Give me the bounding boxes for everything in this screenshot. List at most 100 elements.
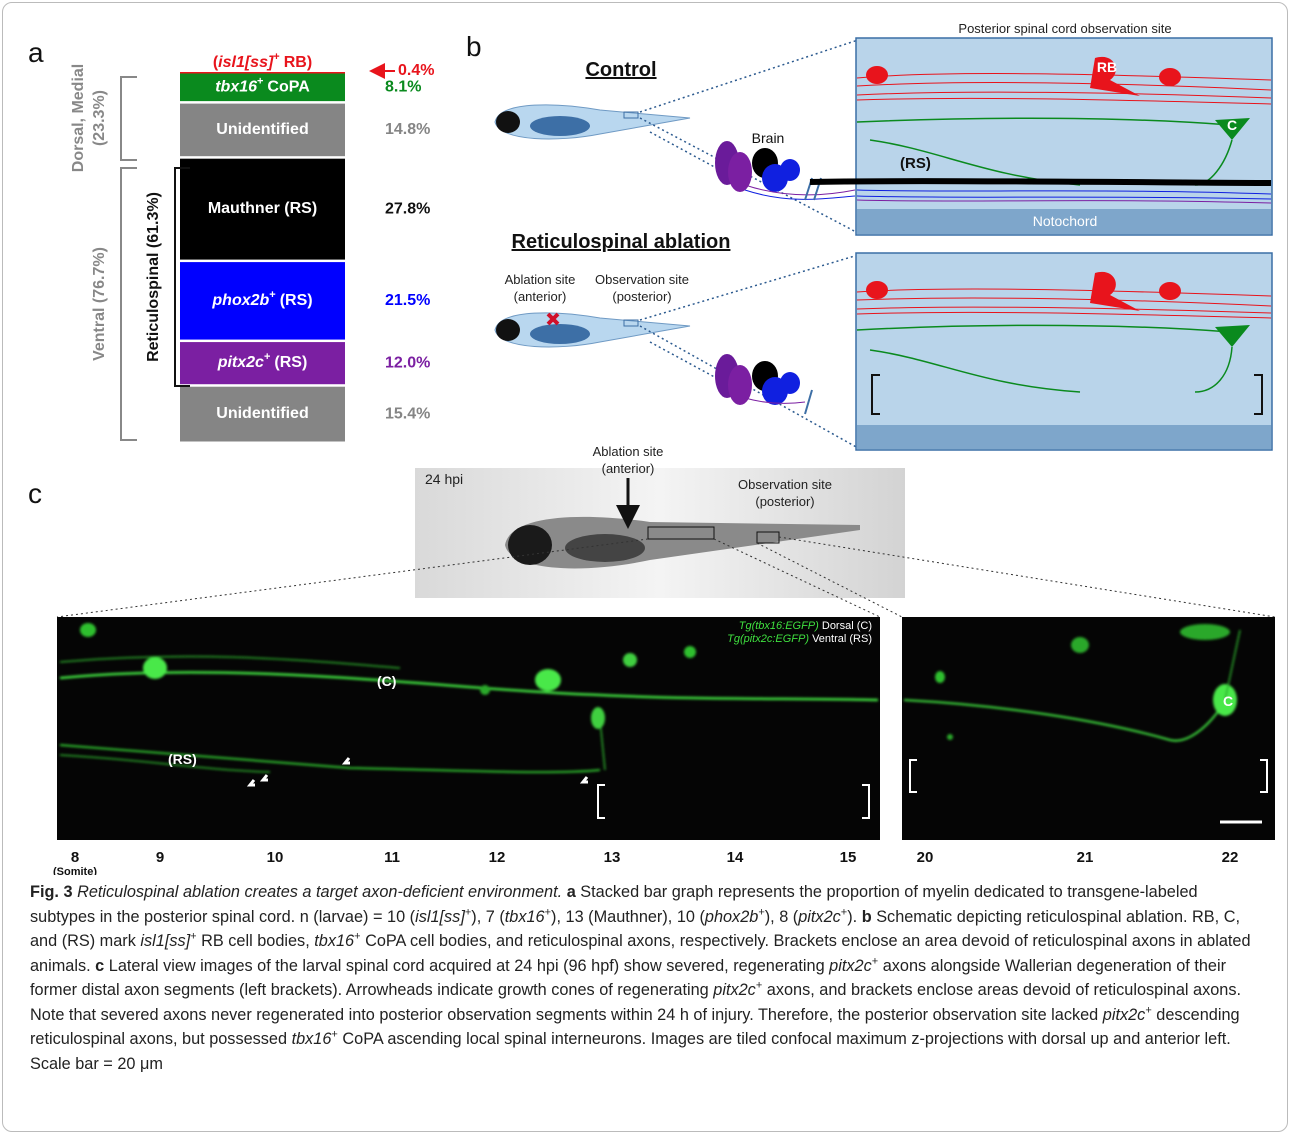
- value-label: 21.5%: [385, 292, 430, 309]
- brain-schematic: [715, 354, 812, 414]
- bracket-label: Ventral (76.7%): [91, 247, 108, 361]
- value-label: 27.8%: [385, 200, 430, 217]
- somite-label: 13: [604, 849, 621, 866]
- caption-run: RB cell bodies,: [201, 932, 310, 950]
- bracket-label: (23.3%): [91, 90, 108, 146]
- somite-label: 22: [1222, 849, 1239, 866]
- legend: Tg(pitx2c:EGFP) Ventral (RS): [727, 633, 872, 645]
- box-title: Posterior spinal cord observation site: [958, 21, 1171, 36]
- caption-sup: +: [1145, 1004, 1151, 1016]
- segment-label-part: pitx2c: [217, 354, 264, 371]
- notochord: [857, 425, 1271, 449]
- segment-label: pitx2c+ (RS): [217, 351, 308, 371]
- bar-segment: [180, 72, 345, 74]
- label: (RS): [168, 751, 197, 767]
- somite-labels: 8 9 10 11 12 13 14 15 20 21 22: [71, 849, 1239, 866]
- somite-label: 10: [267, 849, 284, 866]
- caption-run: isl1[ss]: [415, 908, 465, 926]
- caption-sup: +: [756, 980, 762, 992]
- label: (RS): [900, 155, 931, 172]
- segment-label-part: +: [269, 289, 275, 301]
- label: C: [1227, 117, 1237, 133]
- segment-label-part: +: [257, 75, 263, 87]
- zoom-line: [640, 255, 858, 320]
- segment-label: Unidentified: [216, 405, 308, 422]
- caption-run: phox2b: [705, 908, 758, 926]
- somite-label: 14: [727, 849, 744, 866]
- somite-note: (Somite): [53, 866, 97, 875]
- figure: a b c 15.4%Unidentified12.0%pitx2c+(RS)2…: [0, 0, 1292, 875]
- zoom-line: [650, 132, 720, 170]
- somite-label: 12: [489, 849, 506, 866]
- panel-letter: b: [466, 31, 482, 62]
- zoom-line: [640, 40, 858, 112]
- label: (posterior): [612, 289, 671, 304]
- confocal-image: [57, 617, 880, 840]
- caption-run: pitx2c: [798, 908, 841, 926]
- label: Notochord: [1033, 213, 1098, 229]
- segment-label-part: +: [264, 351, 270, 363]
- value-label: 15.4%: [385, 405, 430, 422]
- observation-box: [856, 38, 1272, 235]
- heading: Control: [585, 59, 656, 81]
- caption-run: tbx16: [314, 932, 354, 950]
- caption-run: Reticulospinal ablation creates a target…: [77, 883, 562, 901]
- label: Ablation site: [505, 272, 576, 287]
- segment-label: phox2b+ (RS): [211, 289, 312, 309]
- label: Ablation site: [593, 444, 664, 459]
- segment-label-part: (RS): [280, 292, 313, 309]
- label: (anterior): [602, 461, 655, 476]
- segment-label-part: CoPA: [267, 79, 310, 96]
- segment-label-part: isl1[ss]: [218, 54, 274, 71]
- label: Brain: [752, 130, 785, 146]
- caption-run: a: [567, 883, 576, 901]
- value-label: 12.0%: [385, 354, 430, 371]
- caption-run: tbx16: [292, 1030, 332, 1048]
- somite-label: 15: [840, 849, 857, 866]
- stacked-bar: 15.4%Unidentified12.0%pitx2c+(RS)21.5%ph…: [180, 51, 434, 442]
- somite-label: 11: [384, 849, 400, 866]
- caption-sup: +: [354, 931, 360, 943]
- observation-box: [856, 253, 1272, 450]
- figure-caption: Fig. 3 Reticulospinal ablation creates a…: [30, 880, 1265, 1076]
- caption-sup: +: [190, 931, 196, 943]
- panel-letter: c: [28, 478, 42, 509]
- value-label: 14.8%: [385, 121, 430, 138]
- somite-label: 21: [1077, 849, 1094, 866]
- caption-run: pitx2c: [829, 957, 872, 975]
- larva-schematic: [495, 313, 690, 347]
- segment-label-part: RB): [284, 54, 312, 71]
- caption-run: b: [862, 908, 872, 926]
- legend-gene: Tg(pitx2c:EGFP): [727, 633, 809, 645]
- segment-label-part: +: [273, 51, 279, 63]
- caption-run: Lateral view images of the larval spinal…: [109, 957, 825, 975]
- segment-label-part: Unidentified: [216, 121, 308, 138]
- segment-label-part: (RS): [274, 354, 307, 371]
- somite-label: 20: [917, 849, 934, 866]
- segment-label: Unidentified: [216, 121, 308, 138]
- legend-text: Dorsal (C): [822, 620, 872, 632]
- segment-label-part: phox2b: [211, 292, 269, 309]
- label: C: [1223, 693, 1233, 709]
- bracket: [121, 168, 137, 440]
- caption-run: isl1[ss]: [140, 932, 190, 950]
- caption-run: c: [95, 957, 104, 975]
- caption-run: ).: [847, 908, 857, 926]
- panel-letter: a: [28, 37, 44, 68]
- caption-sup: +: [872, 955, 878, 967]
- label: Observation site: [595, 272, 689, 287]
- value-label: 0.4%: [398, 62, 434, 79]
- label: 24 hpi: [425, 471, 463, 487]
- legend-text: Ventral (RS): [812, 633, 872, 645]
- caption-run: tbx16: [505, 908, 545, 926]
- zoom-line: [650, 342, 720, 380]
- brain-schematic: [715, 141, 855, 200]
- somite-label: 8: [71, 849, 79, 866]
- larva-schematic: [495, 105, 690, 139]
- somite-label: 9: [156, 849, 164, 866]
- segment-label-part: Unidentified: [216, 405, 308, 422]
- bracket-label: Dorsal, Medial: [70, 64, 87, 172]
- segment-label-part: Mauthner (RS): [208, 200, 317, 217]
- segment-label: Mauthner (RS): [208, 200, 317, 217]
- caption-run: ), 13 (Mauthner), 10 (: [551, 908, 705, 926]
